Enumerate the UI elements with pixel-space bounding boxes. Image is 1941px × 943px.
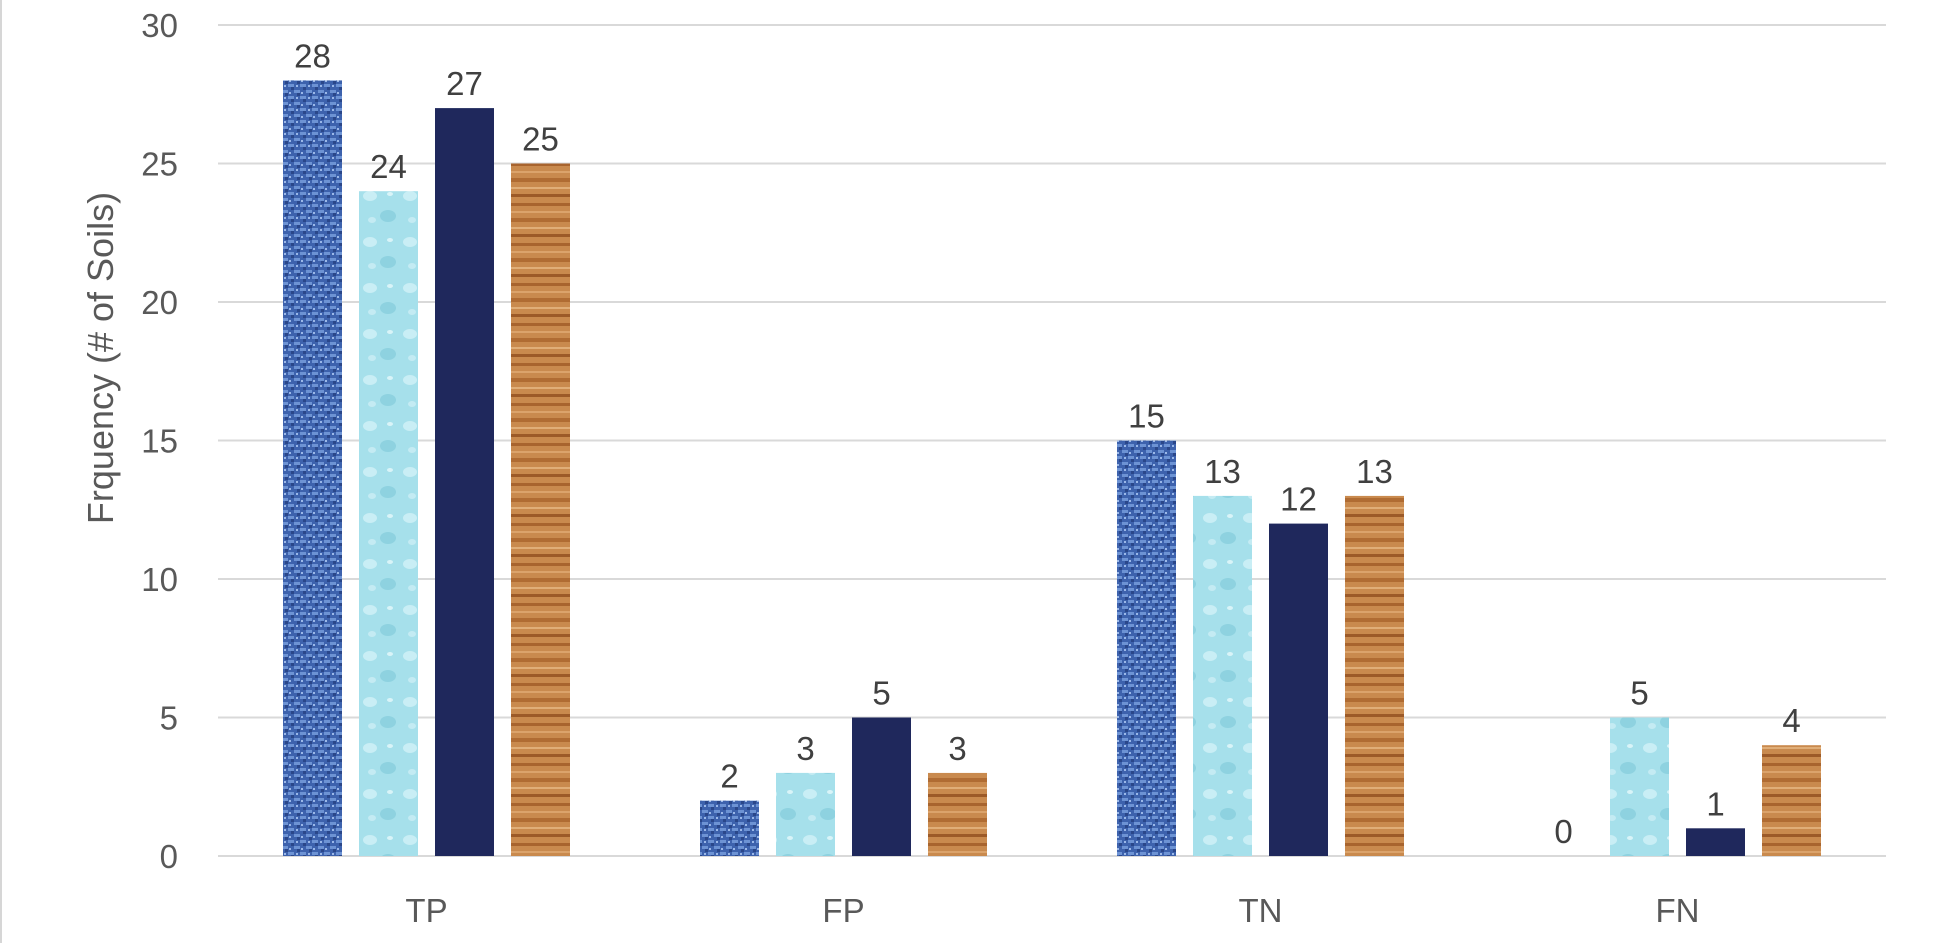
data-label: 13 xyxy=(1356,453,1393,490)
data-label: 28 xyxy=(294,37,331,74)
y-tick-label: 10 xyxy=(141,561,178,598)
data-label: 27 xyxy=(446,65,483,102)
data-label: 12 xyxy=(1280,481,1317,518)
gridlines xyxy=(218,24,1886,857)
bar-fp-series-2 xyxy=(776,772,835,856)
left-edge-line xyxy=(0,0,2,943)
bar-tn-series-2 xyxy=(1193,495,1252,856)
y-tick-label: 15 xyxy=(141,423,178,460)
bar-tn-series-1 xyxy=(1117,440,1176,856)
data-label: 25 xyxy=(522,121,559,158)
data-label: 24 xyxy=(370,148,407,185)
x-axis-ticks: TP FP TN FN xyxy=(405,892,1699,929)
bar-tn-series-4 xyxy=(1345,495,1404,856)
x-tick-label-tn: TN xyxy=(1239,892,1283,929)
bar-tn-series-3 xyxy=(1269,523,1328,856)
bar-tp-series-2 xyxy=(359,191,418,856)
y-tick-label: 0 xyxy=(160,838,178,875)
data-label: 5 xyxy=(1630,675,1648,712)
bar-fn-series-2 xyxy=(1610,717,1669,856)
bar-tp-series-3 xyxy=(435,108,494,857)
data-label: 13 xyxy=(1204,453,1241,490)
data-label: 15 xyxy=(1128,398,1165,435)
y-axis-label: Frquency (# of Soils) xyxy=(80,192,121,524)
y-tick-label: 20 xyxy=(141,284,178,321)
bar-fn-series-3 xyxy=(1686,828,1745,856)
bar-tp-series-1 xyxy=(283,80,342,856)
bar-fn-series-4 xyxy=(1762,745,1821,856)
data-label: 0 xyxy=(1554,813,1572,850)
data-label: 5 xyxy=(872,675,890,712)
y-tick-label: 30 xyxy=(141,7,178,44)
bar-fp-series-4 xyxy=(928,772,987,856)
x-tick-label-fn: FN xyxy=(1656,892,1700,929)
x-tick-label-fp: FP xyxy=(822,892,864,929)
bars xyxy=(283,80,1821,857)
data-label: 3 xyxy=(948,730,966,767)
data-label: 4 xyxy=(1782,702,1800,739)
bar-fp-series-1 xyxy=(700,800,759,856)
bar-fp-series-3 xyxy=(852,717,911,856)
y-tick-label: 5 xyxy=(160,700,178,737)
y-axis-ticks: 0 5 10 15 20 25 30 xyxy=(141,7,178,875)
data-label: 2 xyxy=(720,758,738,795)
bar-tp-series-4 xyxy=(511,163,570,856)
data-label: 3 xyxy=(796,730,814,767)
data-label: 1 xyxy=(1706,785,1724,822)
y-tick-label: 25 xyxy=(141,146,178,183)
x-tick-label-tp: TP xyxy=(405,892,447,929)
